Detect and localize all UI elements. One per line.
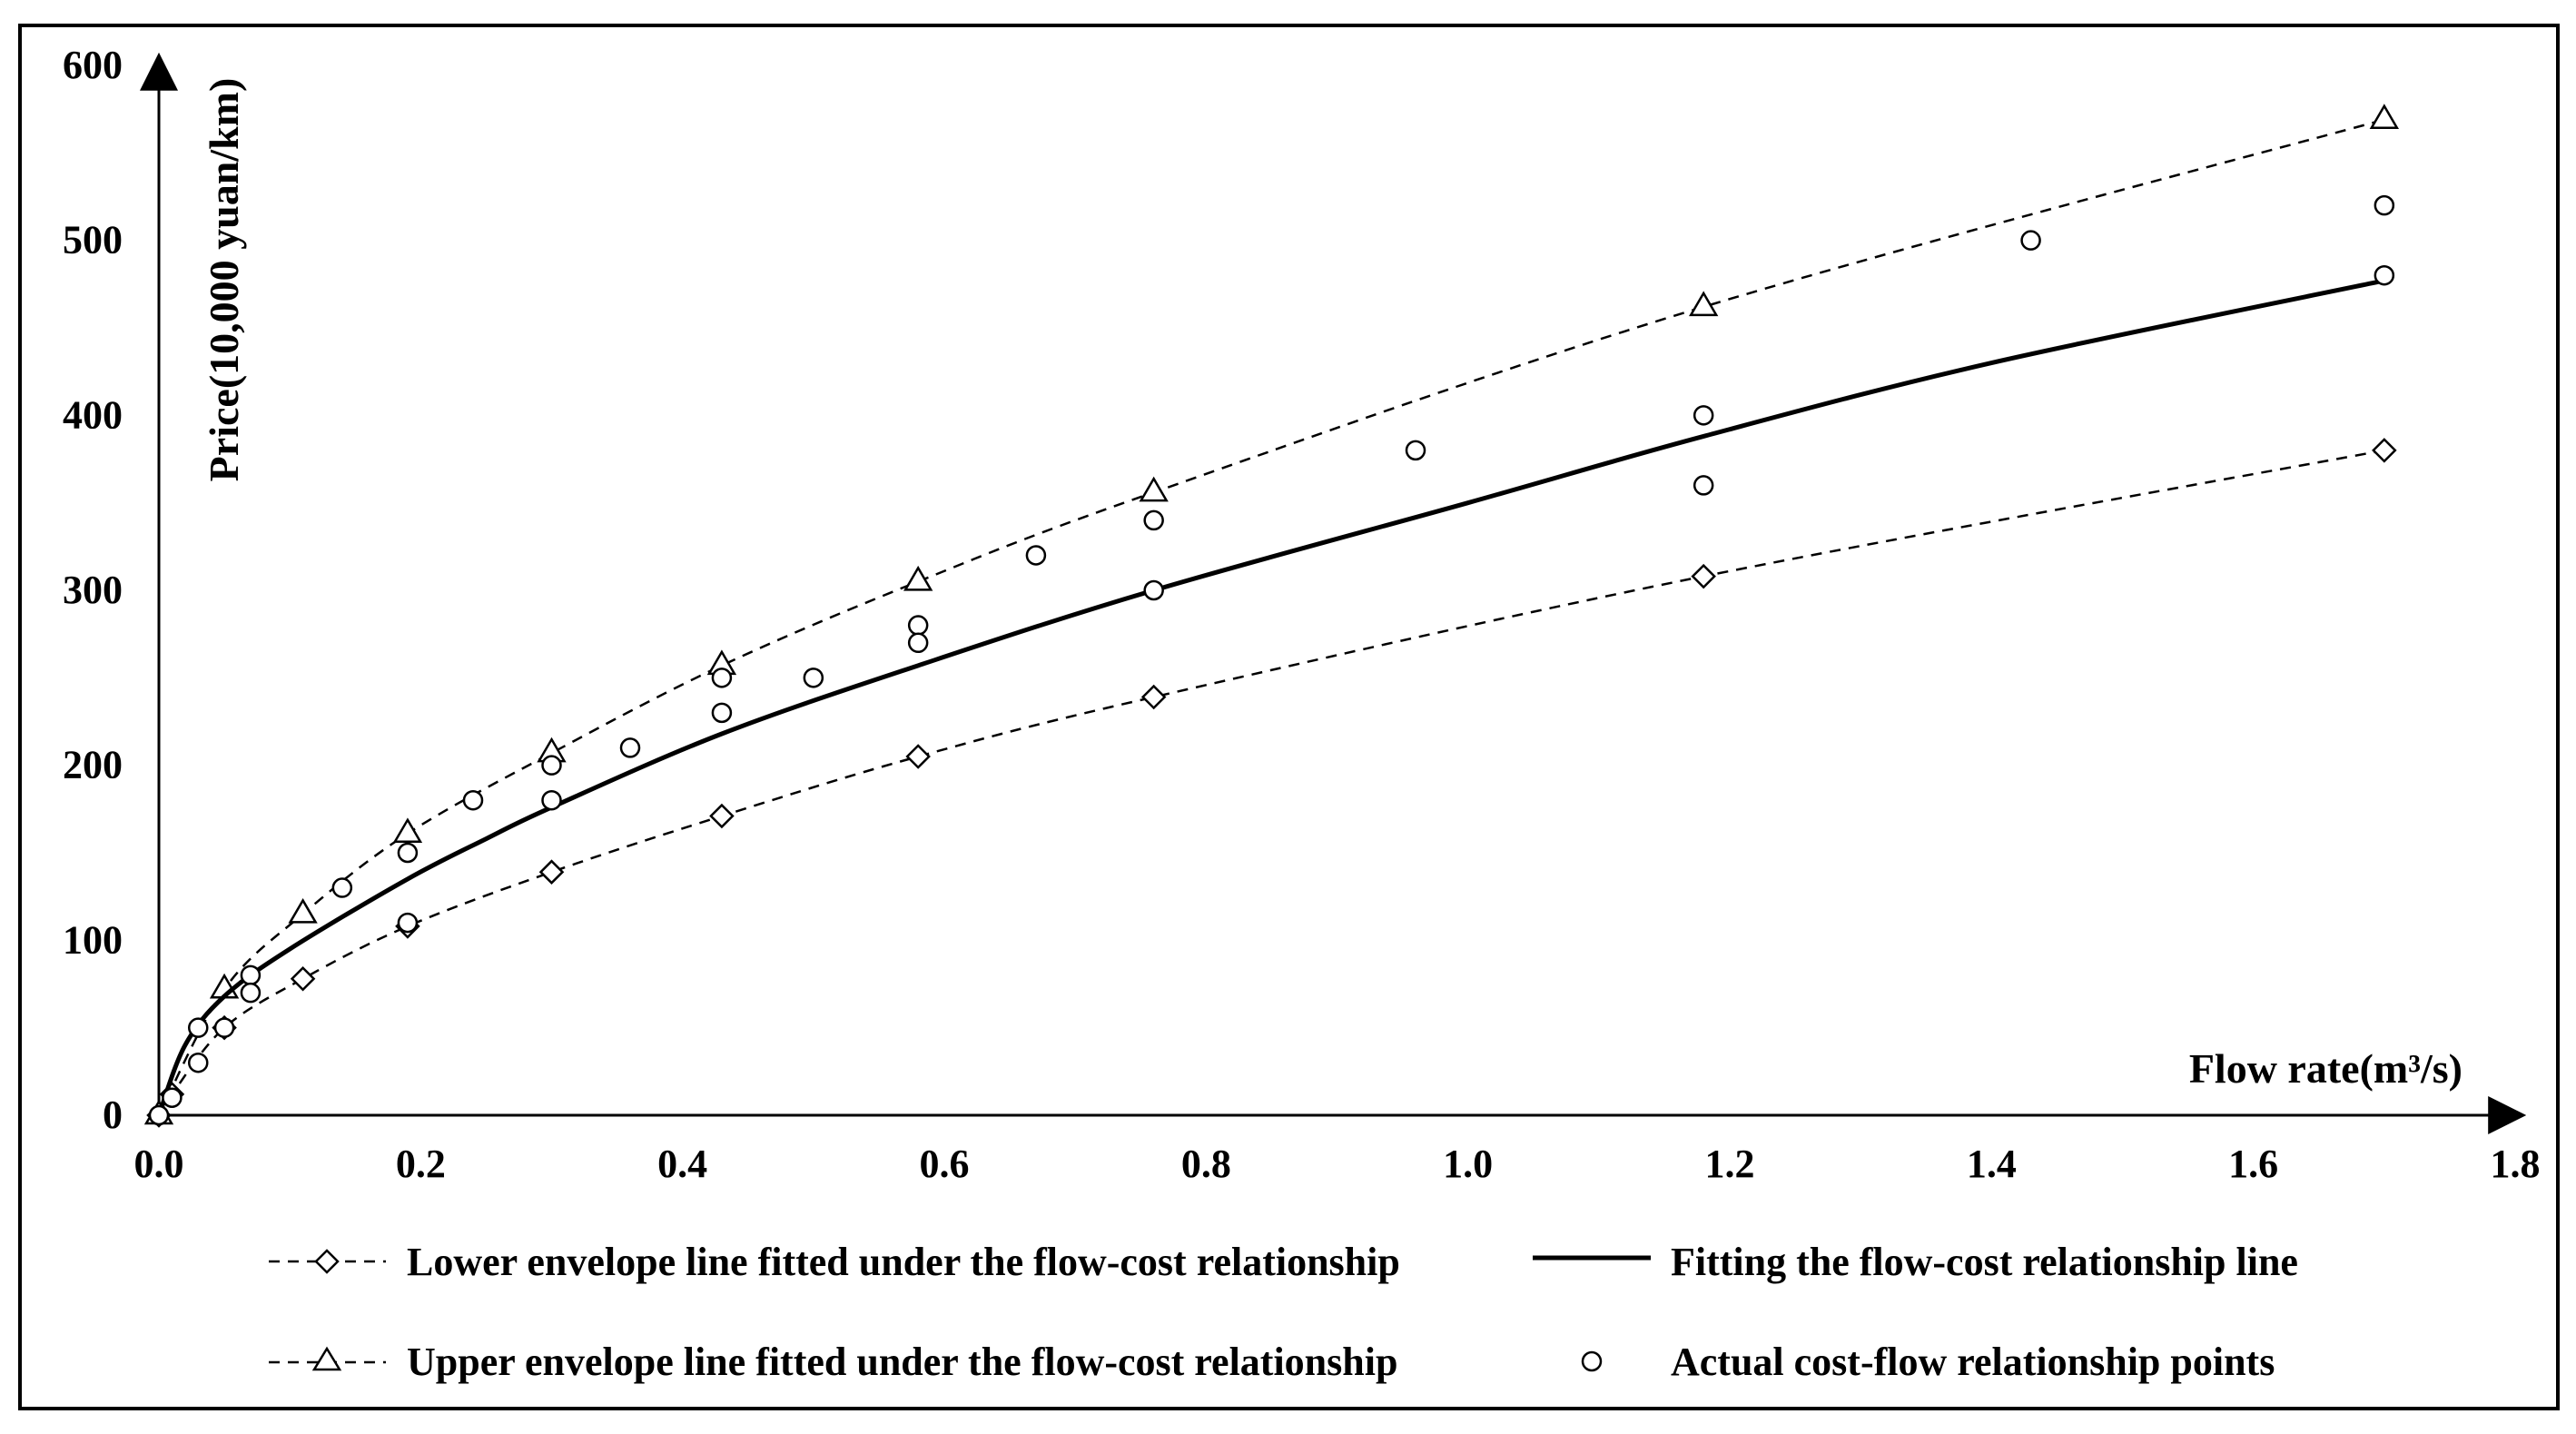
circle-point bbox=[1143, 579, 1164, 601]
circle-marker-icon bbox=[1581, 1350, 1603, 1372]
x-tick-label: 1.6 bbox=[2228, 1142, 2278, 1186]
x-axis-title: Flow rate(m³/s) bbox=[2189, 1045, 2462, 1092]
circle-point bbox=[162, 1087, 183, 1108]
circle-point bbox=[397, 842, 419, 864]
circle-point bbox=[240, 982, 262, 1004]
x-tick-label: 0.4 bbox=[657, 1142, 707, 1186]
series-line-dashed bbox=[157, 118, 2385, 1116]
circle-point bbox=[1693, 405, 1714, 426]
circle-point bbox=[1143, 509, 1164, 531]
x-tick-label: 0.6 bbox=[920, 1142, 970, 1186]
legend-item-lower-envelope[interactable]: Lower envelope line fitted under the flo… bbox=[269, 1240, 1400, 1284]
series-3 bbox=[148, 194, 2395, 1126]
series-line-dashed bbox=[157, 449, 2385, 1116]
circle-point bbox=[240, 964, 262, 986]
diamond-point bbox=[905, 744, 931, 769]
circle-point bbox=[1025, 545, 1047, 566]
legend-label-upper-envelope: Upper envelope line fitted under the flo… bbox=[407, 1340, 1397, 1384]
legend: Lower envelope line fitted under the flo… bbox=[269, 1240, 2298, 1384]
legend-item-actual-points[interactable]: Actual cost-flow relationship points bbox=[1581, 1340, 2275, 1384]
circle-point bbox=[619, 737, 641, 758]
x-tick-label: 1.0 bbox=[1443, 1142, 1493, 1186]
chart-frame bbox=[18, 24, 2560, 1410]
triangle-marker-icon bbox=[311, 1346, 342, 1371]
triangle-point bbox=[1139, 476, 1169, 502]
circle-point bbox=[907, 615, 929, 636]
triangle-point bbox=[2369, 104, 2400, 129]
x-tick-label: 0.2 bbox=[396, 1142, 446, 1186]
circle-point bbox=[541, 755, 562, 776]
circle-point bbox=[188, 1017, 209, 1038]
circle-point bbox=[2020, 230, 2041, 251]
circle-point bbox=[397, 912, 419, 934]
x-tick-label: 1.8 bbox=[2491, 1142, 2541, 1186]
circle-point bbox=[1693, 475, 1714, 496]
circle-point bbox=[213, 1017, 235, 1038]
circle-point bbox=[711, 668, 733, 688]
legend-label-lower-envelope: Lower envelope line fitted under the flo… bbox=[407, 1240, 1400, 1284]
circle-point bbox=[907, 632, 929, 654]
y-tick-label: 100 bbox=[63, 917, 123, 962]
series-2 bbox=[156, 278, 2385, 1116]
circle-point bbox=[803, 668, 824, 688]
diamond-point bbox=[1140, 684, 1167, 710]
triangle-point bbox=[1688, 291, 1719, 317]
y-tick-label: 400 bbox=[63, 392, 123, 437]
circle-point bbox=[2374, 264, 2395, 286]
circle-point bbox=[331, 877, 353, 898]
circle-point bbox=[541, 789, 562, 811]
y-tick-label: 600 bbox=[63, 43, 123, 87]
circle-point bbox=[2374, 194, 2395, 216]
series-layer bbox=[143, 104, 2400, 1128]
circle-point bbox=[462, 789, 484, 811]
diamond-point bbox=[709, 803, 735, 829]
diamond-point bbox=[2372, 438, 2397, 463]
triangle-point bbox=[392, 817, 423, 844]
legend-label-fitting-line: Fitting the flow-cost relationship line bbox=[1671, 1240, 2298, 1284]
diamond-marker-icon bbox=[314, 1249, 340, 1274]
circle-point bbox=[188, 1052, 209, 1073]
axes bbox=[140, 52, 2527, 1134]
legend-item-upper-envelope[interactable]: Upper envelope line fitted under the flo… bbox=[269, 1340, 1397, 1384]
diamond-point bbox=[290, 965, 316, 992]
series-1 bbox=[143, 104, 2400, 1125]
y-tick-label: 300 bbox=[63, 568, 123, 612]
diamond-point bbox=[1691, 563, 1716, 589]
circle-point bbox=[148, 1104, 170, 1126]
legend-label-actual-points: Actual cost-flow relationship points bbox=[1671, 1340, 2275, 1384]
diamond-point bbox=[538, 859, 565, 885]
x-tick-label: 1.2 bbox=[1705, 1142, 1755, 1186]
circle-point bbox=[711, 702, 733, 724]
triangle-point bbox=[903, 565, 933, 591]
circle-point bbox=[1405, 440, 1426, 461]
triangle-point bbox=[288, 897, 318, 924]
tick-labels: 0.0 0.2 0.4 0.6 0.8 1.0 1.2 1.4 1.6 1.8 0 100 200 300… bbox=[63, 43, 2541, 1186]
series-line-solid bbox=[156, 278, 2385, 1116]
x-tick-label: 1.4 bbox=[1967, 1142, 2017, 1186]
y-tick-label: 500 bbox=[63, 218, 123, 262]
legend-item-fitting-line[interactable]: Fitting the flow-cost relationship line bbox=[1533, 1240, 2298, 1284]
y-axis-title: Price(10,000 yuan/km) bbox=[201, 78, 247, 482]
x-tick-label: 0.0 bbox=[134, 1142, 184, 1186]
series-0 bbox=[146, 438, 2397, 1128]
x-tick-label: 0.8 bbox=[1181, 1142, 1231, 1186]
y-tick-label: 0 bbox=[103, 1093, 123, 1137]
y-tick-label: 200 bbox=[63, 743, 123, 787]
